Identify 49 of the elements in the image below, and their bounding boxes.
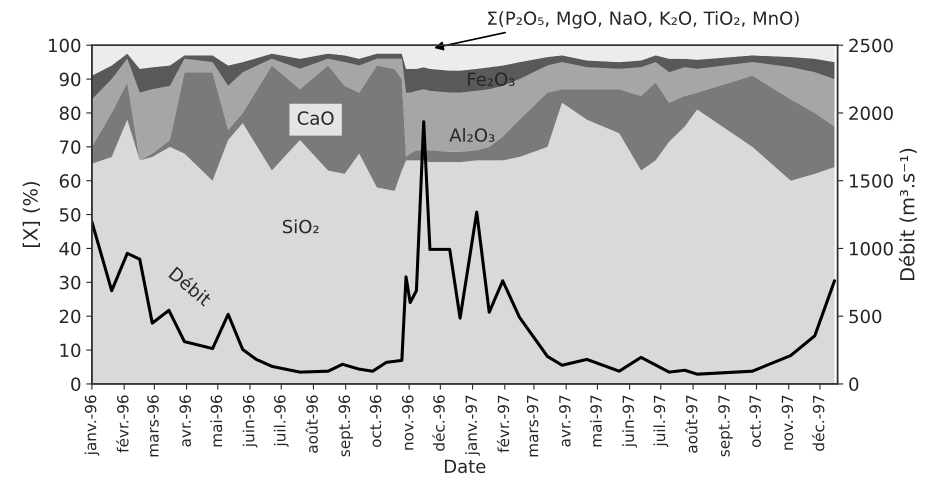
y-tick-label: 40 bbox=[59, 242, 80, 256]
y2-tick-label: 0 bbox=[849, 377, 858, 392]
x-tick-label: juin-97 bbox=[622, 396, 638, 448]
x-tick-label: août-97 bbox=[685, 396, 698, 453]
series-label: CaO bbox=[298, 111, 334, 125]
series-label: Al₂O₃ bbox=[449, 128, 494, 142]
y-tick-label: 50 bbox=[60, 208, 80, 222]
series-label: Σ(P₂O₅, MgO, NaO, K₂O, TiO₂, MnO) bbox=[488, 11, 799, 29]
x-tick-label: sept.-96 bbox=[338, 395, 354, 456]
x-tick-label: avr.-97 bbox=[559, 396, 571, 447]
x-tick-label: mars-97 bbox=[526, 396, 538, 456]
y-tick-label: 30 bbox=[60, 276, 80, 290]
x-tick-label: nov.-96 bbox=[402, 395, 414, 450]
y-tick-label: 70 bbox=[60, 140, 80, 154]
x-tick-label: oct.-96 bbox=[370, 395, 382, 448]
y-axis-title: [X] (%) bbox=[22, 182, 40, 248]
y-tick-label: 10 bbox=[60, 344, 80, 358]
series-label: SiO₂ bbox=[282, 219, 319, 234]
x-tick-label: mars-96 bbox=[147, 395, 159, 456]
y2-tick-label: 1500 bbox=[850, 174, 893, 188]
x-tick-label: sept.-97 bbox=[718, 396, 733, 456]
x-tick-label: nov.-97 bbox=[782, 396, 794, 450]
y2-tick-label: 2500 bbox=[849, 38, 893, 52]
x-tick-label: août-96 bbox=[305, 395, 318, 453]
y2-tick-label: 2000 bbox=[849, 106, 893, 120]
y2-tick-label: 1000 bbox=[850, 242, 893, 256]
x-tick-label: juil.-97 bbox=[653, 396, 668, 447]
x-tick-label: oct.-97 bbox=[749, 396, 761, 448]
x-tick-label: juil.-96 bbox=[274, 395, 289, 447]
x-tick-label: déc.-96 bbox=[432, 395, 445, 451]
y2-tick-label: 500 bbox=[849, 310, 882, 324]
y-tick-label: 0 bbox=[71, 377, 80, 392]
x-tick-label: mai-97 bbox=[590, 396, 602, 446]
y-tick-label: 80 bbox=[60, 106, 80, 120]
x-tick-label: déc.-97 bbox=[812, 396, 824, 451]
x-tick-label: janv.-97 bbox=[465, 396, 480, 456]
y2-axis-title: Débit (m³.s⁻¹) bbox=[898, 148, 917, 280]
series-label: Fe₂O₃ bbox=[468, 72, 515, 86]
x-tick-label: janv.-96 bbox=[84, 395, 100, 456]
x-axis-title: Date bbox=[444, 460, 486, 474]
x-tick-label: févr.-96 bbox=[116, 395, 129, 453]
x-tick-label: avr.-96 bbox=[179, 395, 191, 447]
x-tick-label: févr.-97 bbox=[496, 396, 510, 453]
x-tick-label: juin-96 bbox=[242, 395, 258, 448]
x-tick-label: mai-96 bbox=[210, 395, 222, 446]
y-tick-label: 90 bbox=[60, 72, 80, 86]
y-tick-label: 100 bbox=[49, 38, 80, 52]
y-tick-label: 20 bbox=[60, 310, 80, 324]
y-tick-label: 60 bbox=[60, 174, 80, 188]
